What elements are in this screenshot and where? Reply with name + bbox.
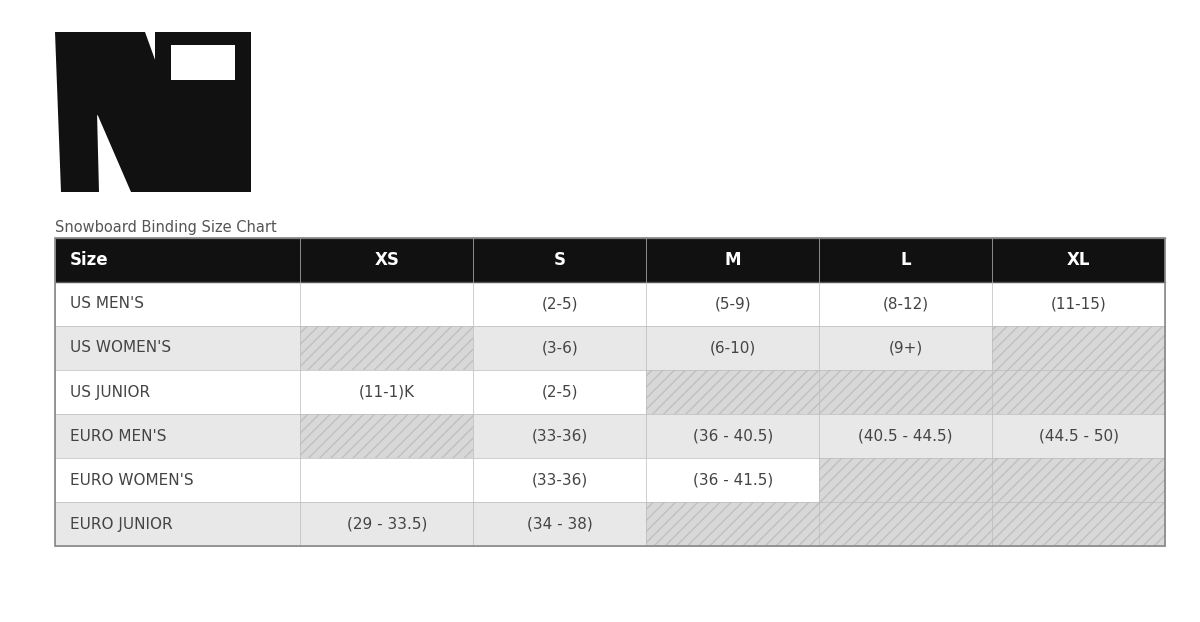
Text: (11-15): (11-15) (1051, 297, 1106, 312)
Text: XL: XL (1067, 251, 1091, 269)
Polygon shape (155, 32, 251, 93)
Bar (473, 282, 647, 326)
Bar (820, 326, 992, 370)
Text: EURO JUNIOR: EURO JUNIOR (70, 516, 173, 532)
Polygon shape (91, 32, 175, 115)
Bar (55, 458, 300, 502)
Bar (992, 326, 1165, 370)
Bar (647, 282, 820, 326)
Bar (647, 238, 820, 282)
Text: (5-9): (5-9) (714, 297, 751, 312)
Bar (300, 370, 473, 414)
Text: Size: Size (70, 251, 109, 269)
Polygon shape (155, 93, 251, 109)
Polygon shape (155, 109, 251, 192)
Bar (992, 414, 1165, 458)
Text: (8-12): (8-12) (882, 297, 929, 312)
Bar (992, 502, 1165, 546)
Text: (36 - 40.5): (36 - 40.5) (692, 429, 773, 443)
Text: (40.5 - 44.5): (40.5 - 44.5) (858, 429, 953, 443)
Text: (29 - 33.5): (29 - 33.5) (347, 516, 427, 532)
Text: L: L (900, 251, 911, 269)
Bar (820, 370, 992, 414)
Text: EURO WOMEN'S: EURO WOMEN'S (70, 473, 193, 488)
Bar (992, 238, 1165, 282)
Bar (992, 370, 1165, 414)
Bar (473, 238, 647, 282)
Bar (473, 414, 647, 458)
Polygon shape (55, 32, 100, 192)
Bar (55, 502, 300, 546)
Bar (300, 326, 473, 370)
Bar (820, 458, 992, 502)
Text: (11-1)K: (11-1)K (359, 384, 415, 399)
Bar (647, 502, 820, 546)
Bar (992, 502, 1165, 546)
Bar (647, 370, 820, 414)
Bar (300, 282, 473, 326)
Bar (55, 238, 300, 282)
Text: Snowboard Binding Size Chart: Snowboard Binding Size Chart (55, 220, 277, 235)
Bar (55, 282, 300, 326)
Bar (647, 458, 820, 502)
Bar (300, 326, 473, 370)
Text: S: S (553, 251, 565, 269)
Bar (473, 502, 647, 546)
Text: (44.5 - 50): (44.5 - 50) (1038, 429, 1118, 443)
Bar (300, 414, 473, 458)
Bar (647, 370, 820, 414)
Bar (647, 414, 820, 458)
Text: US MEN'S: US MEN'S (70, 297, 144, 312)
Text: (33-36): (33-36) (532, 429, 588, 443)
Text: (2-5): (2-5) (541, 297, 578, 312)
Bar (300, 458, 473, 502)
Bar (473, 458, 647, 502)
Bar (647, 502, 820, 546)
Bar (55, 414, 300, 458)
Text: (33-36): (33-36) (532, 473, 588, 488)
Text: XS: XS (374, 251, 400, 269)
Bar (300, 238, 473, 282)
Bar (473, 370, 647, 414)
Bar (992, 458, 1165, 502)
Bar (55, 326, 300, 370)
Text: US WOMEN'S: US WOMEN'S (70, 340, 172, 356)
Bar (300, 414, 473, 458)
Polygon shape (155, 93, 251, 125)
Text: (6-10): (6-10) (709, 340, 756, 356)
Bar (820, 502, 992, 546)
Bar (820, 238, 992, 282)
Bar (55, 370, 300, 414)
Bar (473, 326, 647, 370)
Text: (34 - 38): (34 - 38) (527, 516, 593, 532)
Bar (820, 458, 992, 502)
Text: EURO MEN'S: EURO MEN'S (70, 429, 167, 443)
Bar (992, 282, 1165, 326)
Bar (992, 326, 1165, 370)
Text: (3-6): (3-6) (541, 340, 578, 356)
Bar (300, 502, 473, 546)
Bar (820, 282, 992, 326)
Text: (9+): (9+) (888, 340, 923, 356)
Bar (820, 414, 992, 458)
Bar (647, 326, 820, 370)
Text: M: M (725, 251, 740, 269)
Bar (820, 370, 992, 414)
Bar (820, 502, 992, 546)
Text: US JUNIOR: US JUNIOR (70, 384, 150, 399)
Polygon shape (95, 109, 199, 192)
Bar (992, 458, 1165, 502)
Text: (2-5): (2-5) (541, 384, 578, 399)
Bar (992, 370, 1165, 414)
Text: (36 - 41.5): (36 - 41.5) (692, 473, 773, 488)
Bar (55, 238, 1165, 546)
Polygon shape (172, 45, 235, 80)
